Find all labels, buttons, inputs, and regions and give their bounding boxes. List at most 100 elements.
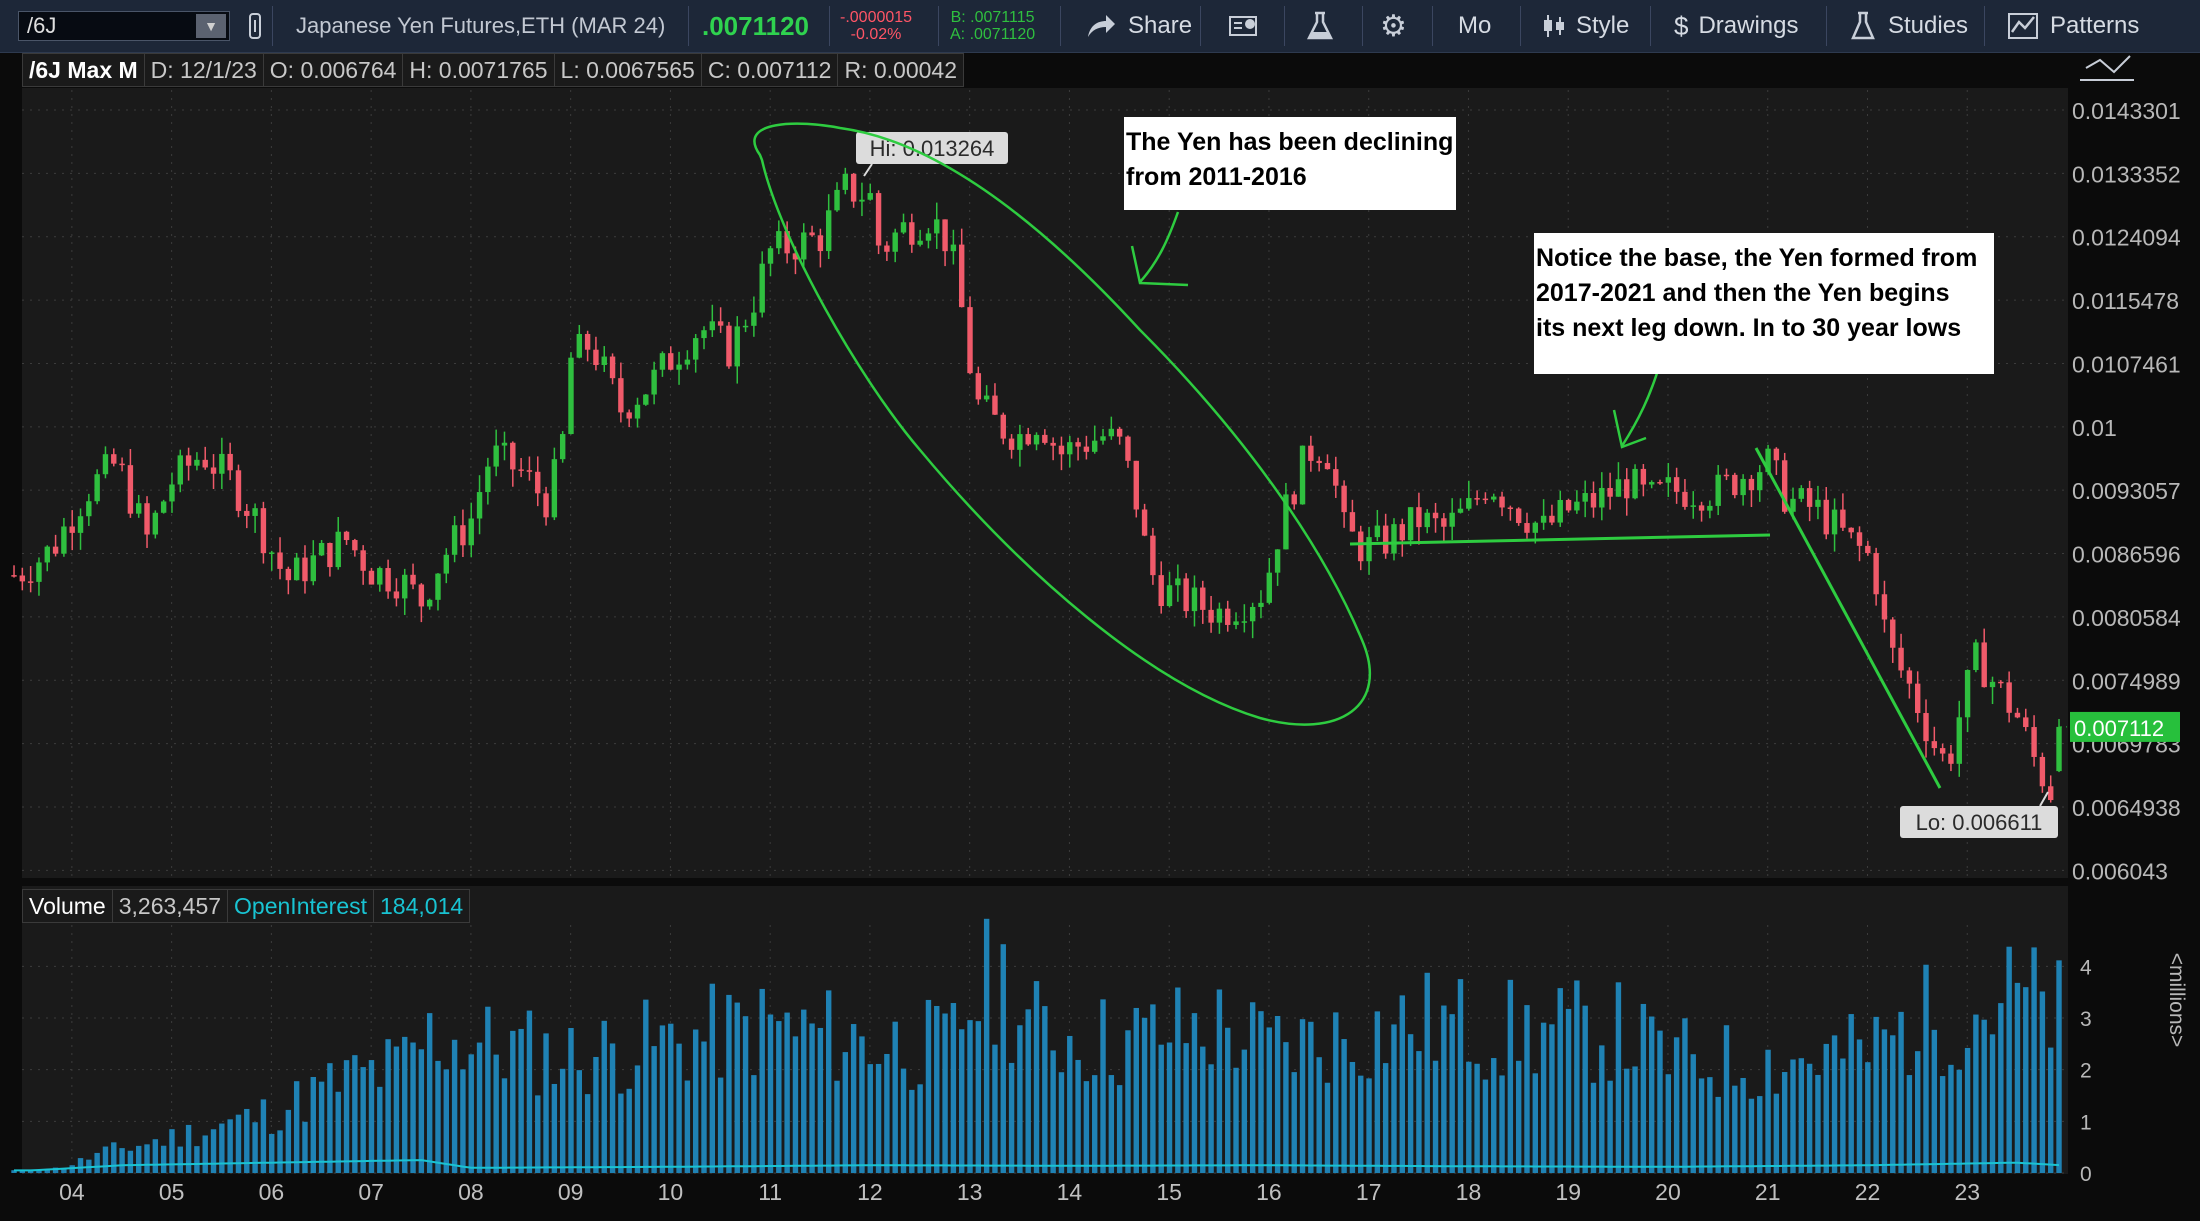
candle-body [651,369,657,395]
volume-bar [1923,964,1929,1173]
volume-bar [493,1054,499,1173]
gear-icon[interactable]: ⚙ [1380,9,1407,43]
volume-bar [900,1068,907,1173]
volume-bar [1391,1024,1397,1173]
volume-bar [1615,982,1622,1173]
volume-bar [634,1065,641,1173]
style-button[interactable]: Style [1542,0,1629,52]
symbol-dropdown-button[interactable]: ▼ [196,14,226,38]
candle-body [909,222,915,245]
volume-bar [1083,1081,1090,1173]
candle-body [1067,442,1073,455]
style-label: Style [1576,12,1630,39]
volume-bar [1557,988,1563,1173]
candle-body [102,454,109,475]
volume-bar [1299,1019,1306,1173]
volume-bar [1881,1029,1888,1173]
candle-body [626,412,632,419]
candle-body [1856,532,1863,546]
x-tick-label: 14 [1057,1179,1083,1205]
candle-body [776,231,782,249]
candle-body [177,455,183,485]
news-icon[interactable] [1228,0,1260,52]
candle-body [1299,445,1306,505]
candle-body [1333,469,1339,486]
volume-bar [1914,1051,1921,1173]
volume-bar [759,988,765,1173]
candle-body [1831,509,1838,535]
candle-body [1058,445,1065,455]
volume-bar [1765,1049,1771,1173]
volume-bar [518,1028,524,1173]
x-tick-label: 11 [758,1179,782,1205]
price-chart[interactable]: 0.0143301 0.0133352 0.0124094 0.0115478 0.01… [0,52,2200,1221]
candle-body [1798,488,1805,499]
studies-button[interactable]: Studies [1850,0,1968,52]
candle-body [1432,512,1439,519]
volume-label: Volume [23,890,113,922]
volume-bar [1565,1008,1572,1173]
volume-bar [1399,995,1405,1173]
candle-body [2048,786,2054,801]
volume-bar [1058,1072,1065,1173]
volume-bar [1690,1054,1696,1173]
candle-body [219,453,225,474]
volume-bar [801,1009,807,1173]
share-button[interactable]: Share [1086,0,1192,52]
callout-base-line3: its next leg down. In to 30 year lows [1536,314,1962,342]
candle-body [1158,575,1164,607]
candle-body [244,510,250,516]
price-change: -.0000015 -0.02% [840,0,912,52]
candle-body [260,508,267,554]
volume-bar [709,983,716,1173]
candle-body [210,467,217,474]
volume-bar [1856,1039,1863,1173]
candle-body [293,557,300,581]
volume-bar [1158,1044,1164,1173]
volume-bar [1540,1022,1547,1173]
volume-bar [967,1020,973,1173]
drawings-label: Drawings [1698,12,1799,39]
candle-body [1050,442,1056,446]
candle-body [1291,494,1297,505]
candle-body [643,394,649,405]
candle-body [1964,670,1971,718]
link-icon[interactable] [246,0,266,52]
candle-body [86,501,92,517]
candle-body [493,445,499,467]
volume-bar [1249,1002,1256,1173]
volume-bar [734,1002,740,1173]
volume-bar [1258,1011,1264,1173]
candle-body [1840,509,1846,528]
candle-body [310,555,316,582]
x-tick-label: 06 [259,1179,285,1205]
volume-bar [1906,1075,1913,1173]
candle-body [468,518,474,546]
y-tick-label: 0.0074989 [2072,668,2181,694]
drawings-button[interactable]: $ Drawings [1674,0,1799,52]
volume-bar [1008,1062,1015,1173]
studies-label: Studies [1888,12,1969,39]
candle-body [2014,712,2021,718]
candle-body [269,552,275,554]
symbol-input[interactable]: /6J ▼ [18,11,230,41]
candle-body [1507,507,1514,509]
candle-body [1848,527,1854,533]
price-panel [22,88,2068,878]
candle-body [1989,681,1996,688]
y-tick-label: 0.0086596 [2072,542,2181,568]
volume-bar [1890,1035,1896,1173]
candle-body [543,493,549,518]
candle-body [1233,621,1239,625]
candle-body [410,574,416,585]
candle-body [1033,434,1040,445]
patterns-button[interactable]: Patterns [2008,0,2139,52]
volume-bar [834,1080,840,1173]
volume-bar [817,1027,824,1173]
volume-bar [69,1165,75,1173]
volume-bar [1216,989,1223,1173]
volume-bar [1141,1017,1148,1173]
candle-body [1549,515,1555,523]
flask-icon[interactable] [1306,0,1334,52]
mo-button[interactable]: Mo [1458,0,1491,52]
